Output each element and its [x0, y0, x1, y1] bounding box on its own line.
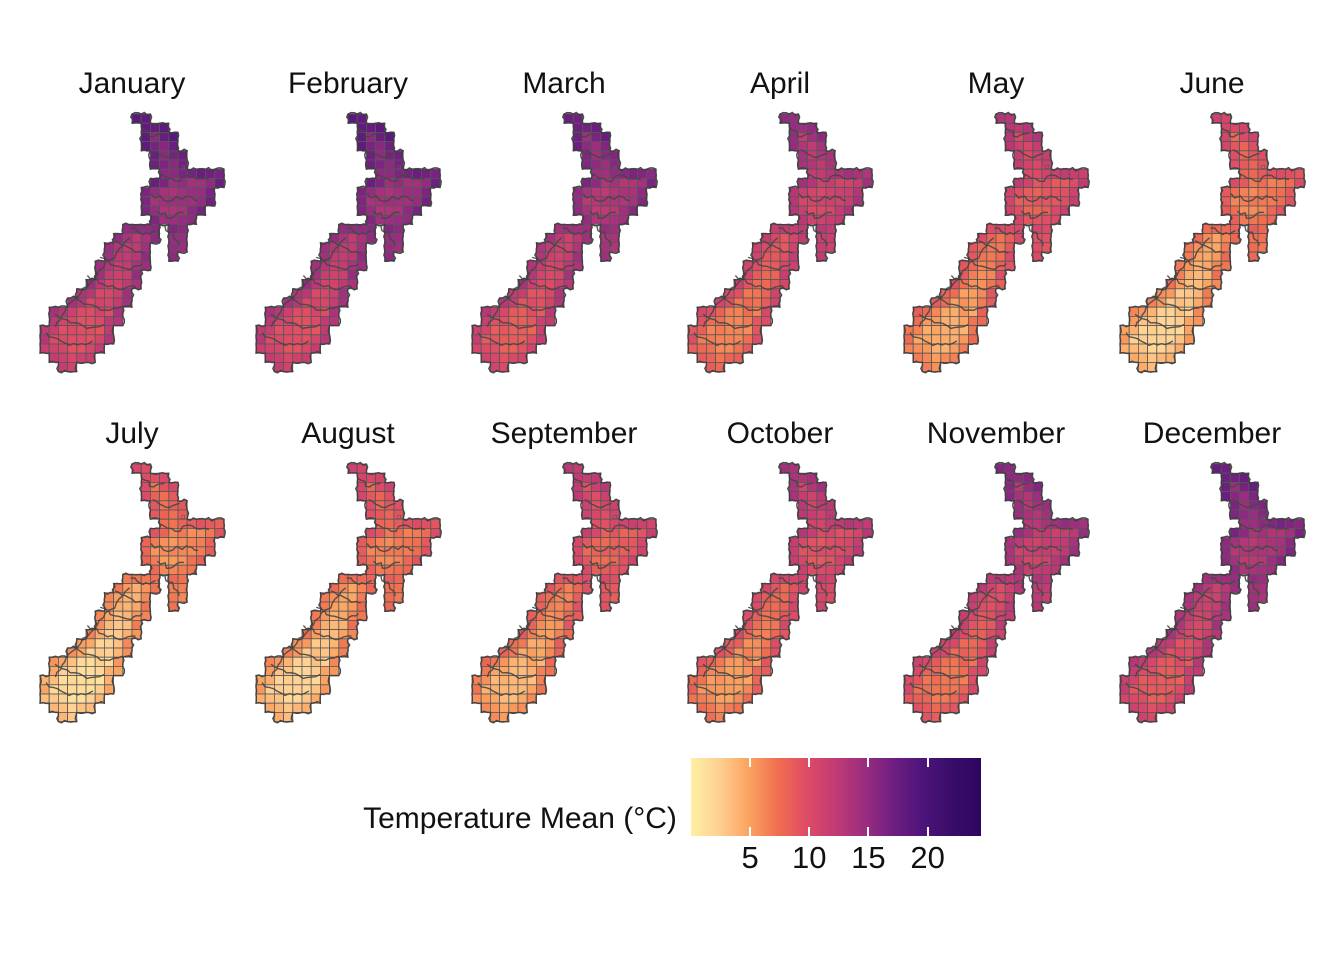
- facet-february: February: [240, 64, 456, 378]
- map-new-zealand-august: [255, 461, 442, 724]
- facet-january: January: [24, 64, 240, 378]
- colorbar-tick-bottom-10: [808, 827, 811, 836]
- facet-row-1: January February March April May June: [0, 64, 1344, 378]
- map-new-zealand-september: [471, 461, 658, 724]
- facet-title-september: September: [490, 417, 638, 450]
- facet-title-august: August: [301, 417, 395, 450]
- facet-title-june: June: [1179, 67, 1245, 100]
- map-new-zealand-february: [255, 111, 442, 374]
- facet-july: July: [24, 414, 240, 728]
- map-new-zealand-march: [471, 111, 658, 374]
- map-new-zealand-april: [687, 111, 874, 374]
- facet-title-december: December: [1142, 417, 1282, 450]
- legend-title: Temperature Mean (°C): [363, 802, 677, 835]
- facet-march: March: [456, 64, 672, 378]
- colorbar-tick-label-10: 10: [792, 840, 827, 875]
- facet-title-february: February: [287, 67, 409, 100]
- map-new-zealand-november: [903, 461, 1090, 724]
- colorbar-tick-top-15: [867, 758, 870, 767]
- colorbar-tick-top-20: [926, 758, 929, 767]
- colorbar-gradient: [690, 758, 981, 836]
- facet-october: October: [672, 414, 888, 728]
- facet-june: June: [1104, 64, 1320, 378]
- colorbar: 5 10 15 20: [690, 758, 981, 875]
- colorbar-tick-label-15: 15: [851, 840, 886, 875]
- faceted-map-figure: January February March April May June July Aug…: [0, 64, 1344, 875]
- facet-title-july: July: [105, 417, 159, 450]
- map-new-zealand-december: [1119, 461, 1306, 724]
- colorbar-legend: Temperature Mean (°C) 5 10 15 20: [0, 758, 1344, 875]
- colorbar-tick-label-5: 5: [741, 840, 759, 875]
- facet-may: May: [888, 64, 1104, 378]
- facet-row-2: July August September October November Decemb…: [0, 414, 1344, 728]
- facet-april: April: [672, 64, 888, 378]
- map-new-zealand-january: [39, 111, 226, 374]
- colorbar-tick-bottom-5: [749, 827, 752, 836]
- facet-title-april: April: [749, 67, 810, 100]
- map-new-zealand-october: [687, 461, 874, 724]
- facet-august: August: [240, 414, 456, 728]
- facet-title-november: November: [926, 417, 1066, 450]
- map-new-zealand-may: [903, 111, 1090, 374]
- colorbar-tick-bottom-15: [867, 827, 870, 836]
- map-new-zealand-june: [1119, 111, 1306, 374]
- colorbar-tick-top-5: [749, 758, 752, 767]
- facet-december: December: [1104, 414, 1320, 728]
- facet-title-october: October: [726, 417, 834, 450]
- facet-title-may: May: [967, 67, 1025, 100]
- colorbar-tick-top-10: [808, 758, 811, 767]
- colorbar-tick-label-20: 20: [910, 840, 945, 875]
- facet-title-january: January: [78, 67, 186, 100]
- map-new-zealand-july: [39, 461, 226, 724]
- facet-september: September: [456, 414, 672, 728]
- colorbar-tick-bottom-20: [926, 827, 929, 836]
- facet-title-march: March: [522, 67, 606, 100]
- facet-november: November: [888, 414, 1104, 728]
